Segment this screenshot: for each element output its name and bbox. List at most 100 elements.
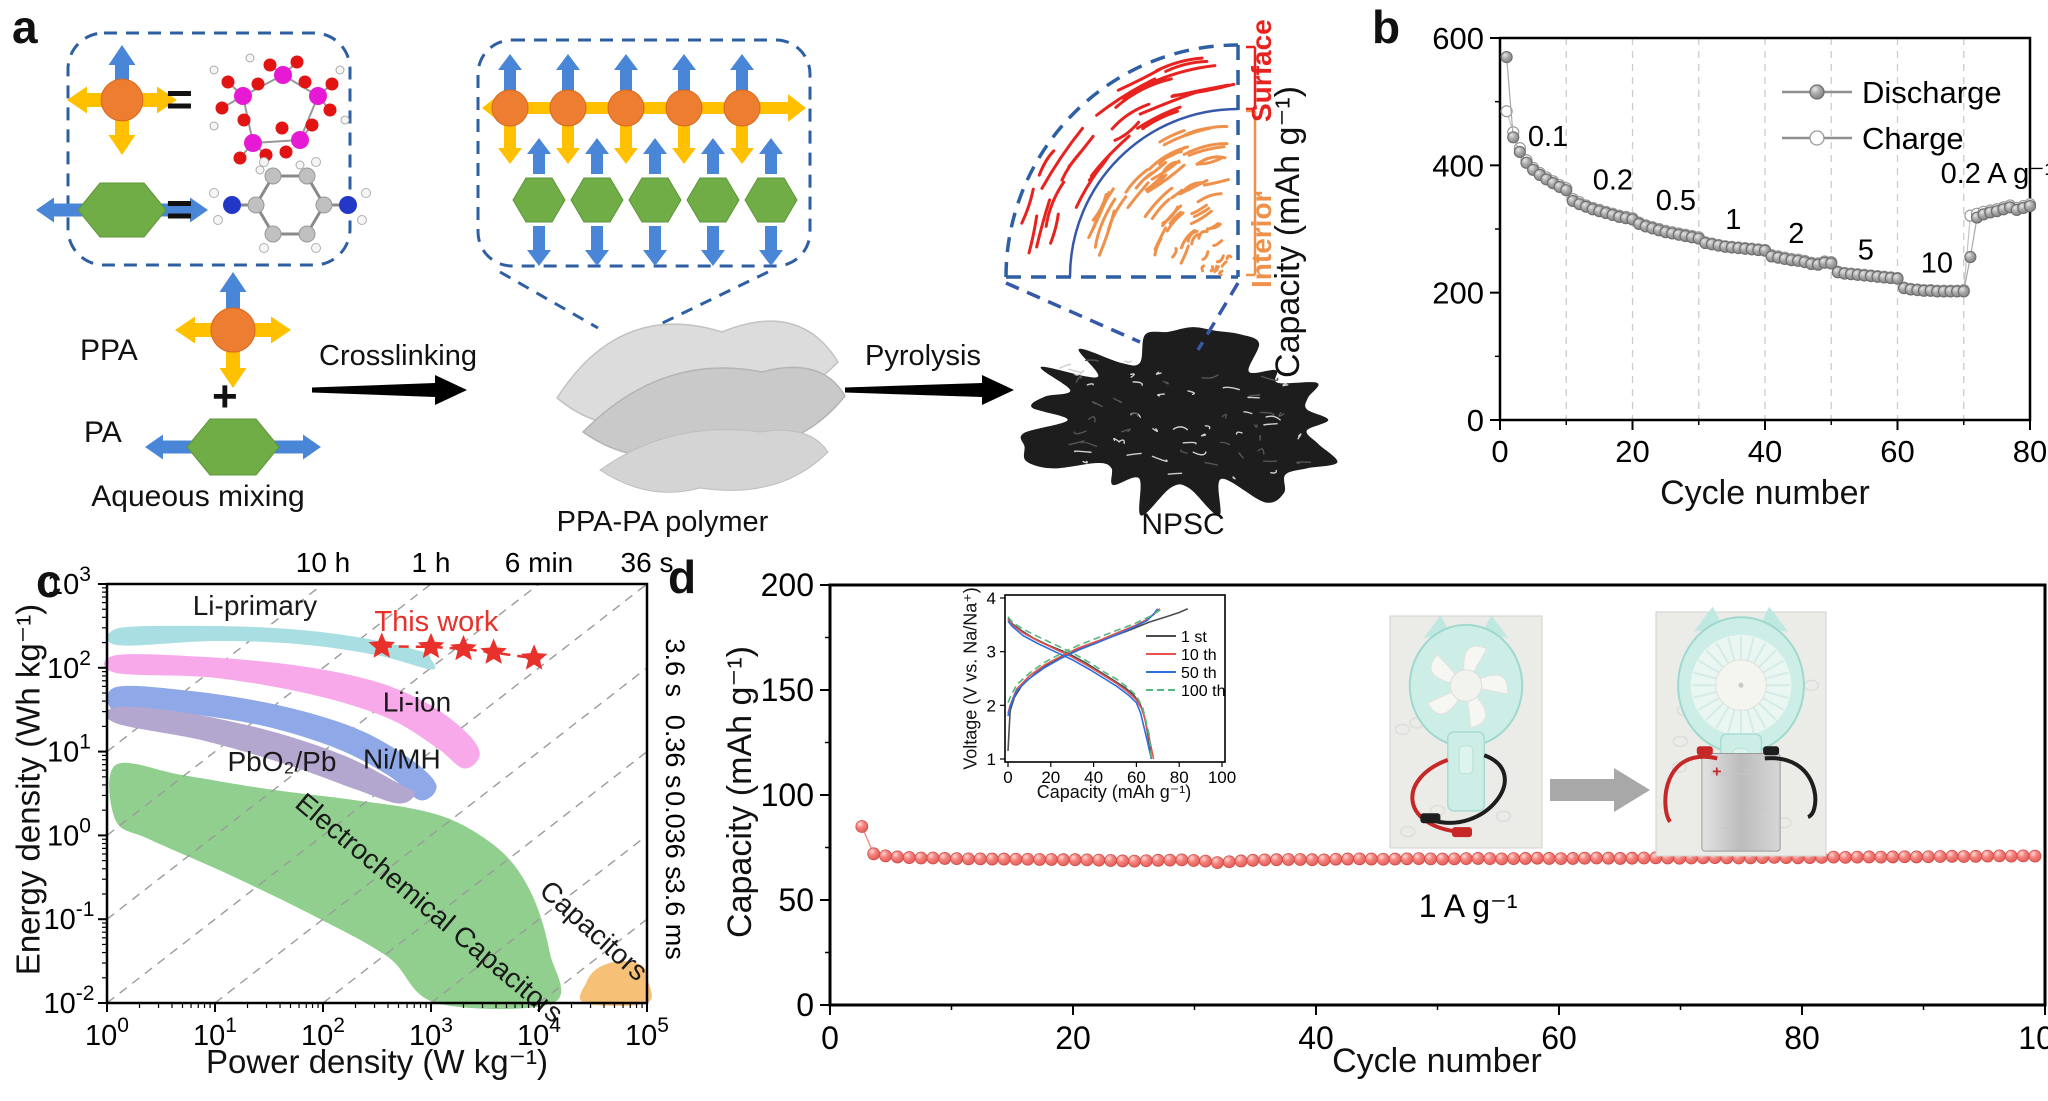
c-x-tick: 100 — [85, 1014, 129, 1052]
d-y-tick: 50 — [778, 882, 814, 918]
npsc-label: NPSC — [1141, 508, 1225, 541]
b-x-axis-title: Cycle number — [1660, 474, 1870, 512]
b-series-discharge — [1500, 50, 2037, 298]
panel-b-chart: 0 20 40 60 80 0 200 400 600 0.1 0.2 0.5 1 2 5 10 0.2 A g… — [1432, 21, 2048, 469]
d-y-tick: 200 — [761, 567, 814, 603]
b-rate-label: 5 — [1858, 235, 1874, 267]
b-rate-label: 1 — [1725, 204, 1741, 236]
particle-cross-section — [1004, 43, 1262, 351]
ppa-label: PPA — [80, 334, 138, 367]
c-star-marker — [368, 632, 396, 658]
pa-node-icon — [145, 418, 321, 476]
panel-c-chart: Electrochemical CapacitorsLi-primaryLi-i… — [44, 547, 690, 1052]
c-right-time-label: 3.6 s — [660, 639, 690, 698]
d-inset-x-tick: 80 — [1170, 768, 1189, 787]
d-inset-x-tick: 0 — [1003, 768, 1012, 787]
d-plot: 0204060801000501001502001 A g⁻¹ — [761, 567, 2048, 1056]
d-x-tick: 20 — [1055, 1020, 1091, 1056]
d-rate-annotation: 1 A g⁻¹ — [1419, 888, 1518, 924]
npsc-particles — [1020, 327, 1338, 516]
ppa-pa-chain — [482, 54, 806, 266]
b-y-tick: 600 — [1432, 21, 1484, 56]
c-star-marker — [450, 634, 477, 661]
b-y-axis-title: Capacity (mAh g⁻¹) — [1269, 86, 1307, 378]
c-star-marker — [480, 638, 507, 664]
b-rate-label: 0.2 A g⁻¹ — [1941, 158, 2048, 190]
c-region-Electrochemical Capacitors — [109, 762, 562, 1010]
c-top-time-label: 10 h — [296, 547, 351, 578]
polymer-label: PPA-PA polymer — [556, 506, 769, 538]
d-y-tick: 100 — [761, 777, 814, 813]
c-y-tick: 102 — [47, 647, 91, 685]
c-x-tick: 101 — [193, 1014, 237, 1052]
d-x-tick: 0 — [821, 1020, 839, 1056]
d-inset-curve-10th — [1007, 618, 1155, 760]
d-x-tick: 40 — [1298, 1020, 1334, 1056]
c-region-label: Ni/MH — [363, 743, 441, 774]
d-inset-curve-100th — [1007, 608, 1163, 703]
b-x-tick: 80 — [2013, 434, 2047, 469]
ppa-molecule-icon — [209, 53, 350, 175]
d-y-tick: 0 — [796, 987, 814, 1023]
c-y-tick: 100 — [47, 814, 91, 852]
panel-c-letter: c — [36, 555, 62, 607]
d-y-tick: 150 — [761, 672, 814, 708]
c-region-Li-ion — [103, 654, 480, 769]
d-inset-x-tick: 40 — [1084, 768, 1103, 787]
c-region-PbO₂/Pb — [105, 706, 415, 804]
c-star-marker — [417, 632, 445, 659]
c-region-Capacitors — [579, 961, 652, 1006]
c-region-Ni/MH — [107, 685, 437, 801]
equals-sign-pa: = — [166, 183, 193, 235]
c-right-time-label: 0.36 s — [660, 715, 690, 789]
d-inset-y-tick: 4 — [987, 589, 996, 608]
pa-node-icon — [36, 182, 208, 238]
c-y-tick: 101 — [47, 731, 91, 769]
panel-a-schematic — [36, 31, 1338, 516]
c-x-tick: 104 — [517, 1014, 561, 1052]
panel-d-letter: d — [668, 551, 697, 603]
c-x-tick: 105 — [625, 1014, 669, 1052]
pa-label: PA — [84, 416, 122, 449]
d-inset-curve-50th — [1007, 620, 1153, 760]
c-y-tick: 10-2 — [44, 982, 95, 1020]
b-y-tick: 200 — [1432, 276, 1484, 311]
c-this-work-label: This work — [374, 606, 499, 638]
crosslinking-label: Crosslinking — [319, 340, 477, 372]
b-x-tick: 40 — [1748, 434, 1782, 469]
b-rate-label: 0.1 — [1528, 121, 1568, 153]
d-series-capacity — [855, 820, 2042, 870]
d-inset-legend-label: 100 th — [1181, 683, 1225, 700]
b-x-tick: 0 — [1491, 434, 1508, 469]
panel-a-art — [36, 31, 1338, 516]
d-inset-x-tick: 20 — [1041, 768, 1060, 787]
fan-photo-before — [1389, 615, 1543, 849]
c-x-tick: 102 — [301, 1014, 345, 1052]
c-x-axis-title: Power density (W kg⁻¹) — [206, 1043, 548, 1080]
c-right-time-label: 0.036 s — [660, 791, 690, 880]
d-inset-curve-100th — [1007, 616, 1153, 760]
ppa-node-icon — [175, 272, 291, 388]
pyrolysis-label: Pyrolysis — [864, 340, 981, 372]
c-region-label: PbO₂/Pb — [227, 746, 336, 777]
c-top-time-label: 36 s — [621, 547, 674, 578]
d-inset-y-axis-title: Voltage (V vs. Na/Na⁺) — [960, 587, 981, 770]
panel-a-letter: a — [12, 1, 38, 53]
d-x-axis-title: Cycle number — [1332, 1042, 1542, 1080]
equals-sign-ppa: = — [166, 73, 193, 125]
c-region-Li-primary — [106, 625, 436, 670]
aqueous-mixing-label: Aqueous mixing — [91, 480, 305, 513]
c-y-tick: 10-1 — [44, 898, 95, 936]
b-rate-label: 0.2 — [1593, 165, 1633, 197]
b-legend-label: Discharge — [1862, 75, 2002, 110]
d-inset-x-tick: 100 — [1208, 768, 1236, 787]
c-x-tick: 103 — [409, 1014, 453, 1052]
b-y-tick: 400 — [1432, 148, 1484, 183]
d-x-tick: 80 — [1784, 1020, 1820, 1056]
d-inset-legend-label: 50 th — [1181, 665, 1217, 682]
d-inset-y-tick: 1 — [987, 750, 996, 769]
battery-plus-mark: + — [1712, 764, 1721, 781]
b-legend-label: Charge — [1862, 121, 1964, 156]
